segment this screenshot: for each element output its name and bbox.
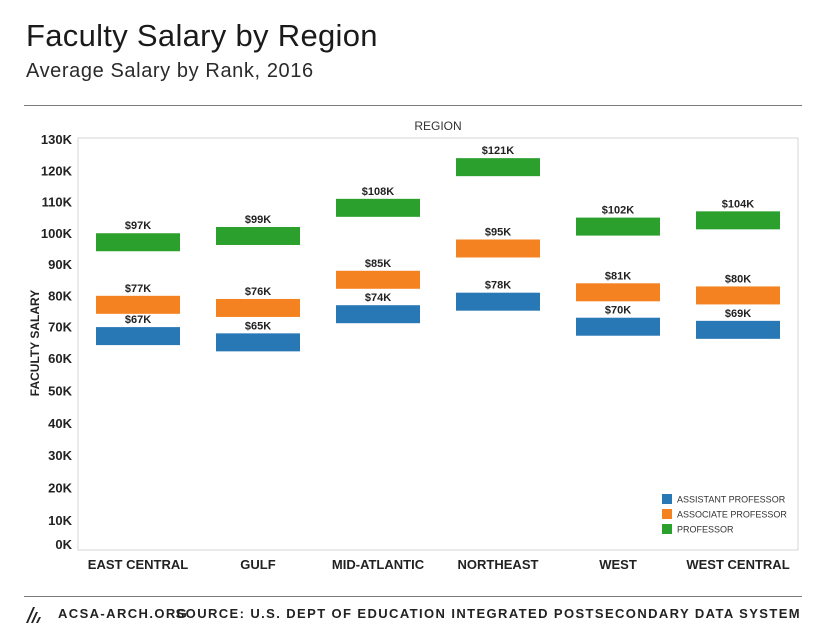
x-tick-label: GULF: [240, 557, 275, 572]
y-tick-label: 60K: [48, 351, 72, 366]
bar-associate-professor: [576, 283, 660, 302]
header-divider: [24, 105, 802, 106]
plot-border: [77, 137, 799, 551]
bar-professor: [576, 217, 660, 236]
bar-professor: [336, 198, 420, 217]
y-tick-label: 50K: [48, 383, 72, 398]
bar-associate-professor: [456, 239, 540, 258]
legend-swatch: [662, 509, 672, 519]
data-label: $99K: [245, 214, 271, 226]
bar-assistant-professor: [696, 320, 780, 339]
data-label: $104K: [722, 198, 754, 210]
x-tick-label: WEST CENTRAL: [686, 557, 789, 572]
page-subtitle: Average Salary by Rank, 2016: [26, 60, 314, 82]
y-axis-ticks: 0K 10K 20K 30K 40K 50K 60K 70K 80K 90K 100K 110K 120…: [41, 132, 73, 552]
data-label: $65K: [245, 320, 271, 332]
data-label: $70K: [605, 305, 631, 317]
legend-label: ASSISTANT PROFESSOR: [677, 495, 786, 505]
x-tick-label: NORTHEAST: [458, 557, 539, 572]
y-tick-label: 80K: [48, 288, 72, 303]
site-link[interactable]: ACSA-ARCH.ORG: [58, 606, 189, 621]
bar-professor: [696, 211, 780, 230]
y-tick-label: 40K: [48, 416, 72, 431]
plot-frame: [77, 137, 799, 551]
salary-chart: REGION FACULTY SALARY 0K 10K 20K 30K 40K 50K 6…: [28, 119, 799, 572]
bar-associate-professor: [696, 286, 780, 305]
y-axis-label: FACULTY SALARY: [28, 290, 42, 396]
x-tick-label: MID-ATLANTIC: [332, 557, 425, 572]
data-label: $85K: [365, 258, 391, 270]
footer-divider: [24, 596, 802, 597]
y-tick-label: 70K: [48, 320, 72, 335]
y-tick-label: 30K: [48, 448, 72, 463]
x-tick-label: EAST CENTRAL: [88, 557, 188, 572]
y-tick-label: 90K: [48, 257, 72, 272]
bar-assistant-professor: [216, 333, 300, 352]
y-tick-label: 0K: [55, 537, 72, 552]
y-tick-label: 130K: [41, 132, 73, 147]
bar-associate-professor: [336, 270, 420, 289]
y-tick-label: 120K: [41, 163, 73, 178]
bar-professor: [96, 233, 180, 252]
bar-assistant-professor: [456, 292, 540, 311]
data-label: $76K: [245, 286, 271, 298]
x-tick-label: WEST: [599, 557, 637, 572]
legend: ASSISTANT PROFESSOR ASSOCIATE PROFESSOR PR…: [662, 494, 787, 535]
bar-assistant-professor: [336, 305, 420, 324]
bar-assistant-professor: [576, 317, 660, 336]
data-label: $80K: [725, 273, 751, 285]
page-title: Faculty Salary by Region: [26, 18, 378, 53]
bar-associate-professor: [216, 298, 300, 317]
acsa-logo-icon: [26, 607, 41, 623]
legend-label: ASSOCIATE PROFESSOR: [677, 510, 787, 520]
source-note: SOURCE: U.S. DEPT OF EDUCATION INTEGRATE…: [175, 606, 801, 621]
bar-professor: [456, 158, 540, 177]
bar-marks: $67K $77K $97K $65K $76K $99K $74K $85K $108K $78…: [96, 145, 780, 352]
bar-professor: [216, 226, 300, 245]
x-axis-ticks: EAST CENTRAL GULF MID-ATLANTIC NORTHEAST WES…: [88, 557, 790, 572]
data-label: $108K: [362, 186, 394, 198]
y-tick-label: 100K: [41, 226, 73, 241]
y-tick-label: 20K: [48, 481, 72, 496]
legend-swatch: [662, 494, 672, 504]
data-label: $74K: [365, 292, 391, 304]
data-label: $67K: [125, 314, 151, 326]
data-label: $81K: [605, 270, 631, 282]
legend-swatch: [662, 524, 672, 534]
data-label: $95K: [485, 227, 511, 239]
data-label: $121K: [482, 145, 514, 157]
data-label: $69K: [725, 308, 751, 320]
legend-label: PROFESSOR: [677, 525, 734, 535]
data-label: $77K: [125, 283, 151, 295]
y-tick-label: 110K: [42, 195, 73, 210]
bar-associate-professor: [96, 295, 180, 314]
data-label: $102K: [602, 205, 634, 217]
chart-title: REGION: [414, 119, 461, 133]
data-label: $97K: [125, 220, 151, 232]
data-label: $78K: [485, 280, 511, 292]
bar-assistant-professor: [96, 327, 180, 346]
y-tick-label: 10K: [48, 513, 72, 528]
